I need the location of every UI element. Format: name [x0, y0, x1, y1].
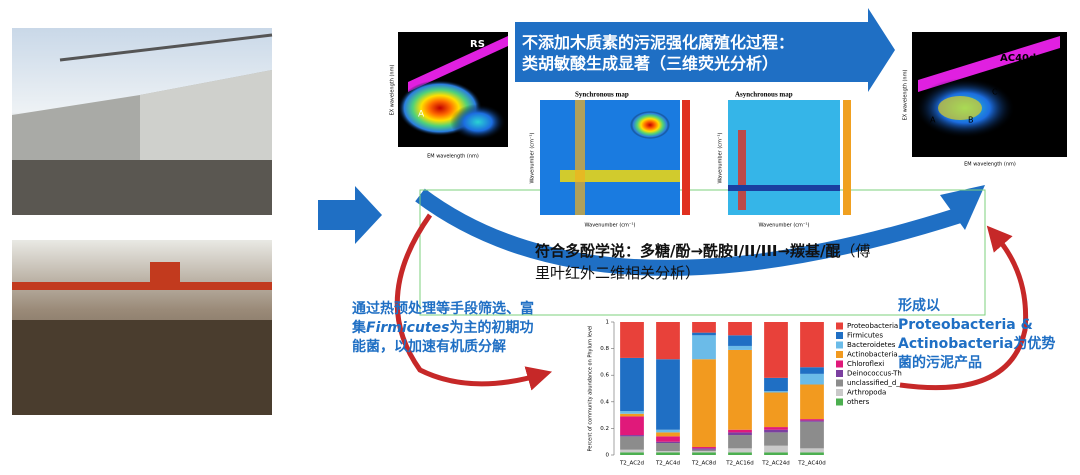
- theory-normal: （傅里叶红外二维相关分析）: [535, 242, 871, 282]
- note-text: 为主的初期功能菌，以加速有机质分解: [352, 320, 534, 355]
- highlight-box: [419, 189, 986, 316]
- photo-shed: [12, 28, 273, 215]
- note-text: 通过热预处理等手段筛选、富集: [352, 301, 534, 336]
- cycle-arrow-left: [394, 213, 553, 391]
- note-italic: Firmicutes: [366, 320, 450, 336]
- theory-text: 符合多酚学说：多糖/酚→酰胺I/II/III→羰基/醌（傅里叶红外二维相关分析）: [535, 240, 885, 284]
- eem-rs: [398, 32, 508, 147]
- note-line: 形成以: [898, 298, 940, 314]
- banner-line: 类胡敏酸生成显著（三维荧光分析）: [522, 54, 779, 73]
- curve-arrow-head: [940, 185, 985, 230]
- left-note: 通过热预处理等手段筛选、富集Firmicutes为主的初期功能菌，以加速有机质分…: [352, 300, 534, 357]
- sync-map-plot: [540, 100, 690, 215]
- note-line: Proteobacteria &: [898, 317, 1033, 333]
- banner-text: 不添加木质素的污泥强化腐殖化过程： 类胡敏酸生成显著（三维荧光分析）: [522, 32, 794, 74]
- banner-arrow: [515, 8, 895, 92]
- banner-line: 不添加木质素的污泥强化腐殖化过程：: [522, 33, 795, 52]
- cycle-arrow-right: [899, 225, 1029, 391]
- curve-arrow: [415, 188, 963, 276]
- photo-hall: [12, 240, 272, 415]
- theory-bold: 符合多酚学说：多糖/酚→酰胺I/II/III→羰基/醌: [535, 242, 841, 260]
- async-map-plot: [728, 100, 851, 215]
- right-note: 形成以 Proteobacteria & Actinobacteria为优势菌的…: [898, 297, 1068, 373]
- arrow-right: [318, 186, 382, 244]
- eem-ac40d: [912, 32, 1067, 157]
- note-line: Actinobacteria为优势菌的污泥产品: [898, 336, 1056, 371]
